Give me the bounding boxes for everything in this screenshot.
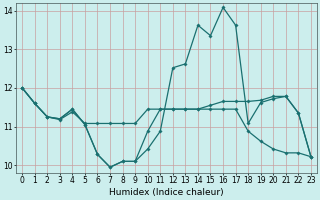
X-axis label: Humidex (Indice chaleur): Humidex (Indice chaleur)	[109, 188, 224, 197]
